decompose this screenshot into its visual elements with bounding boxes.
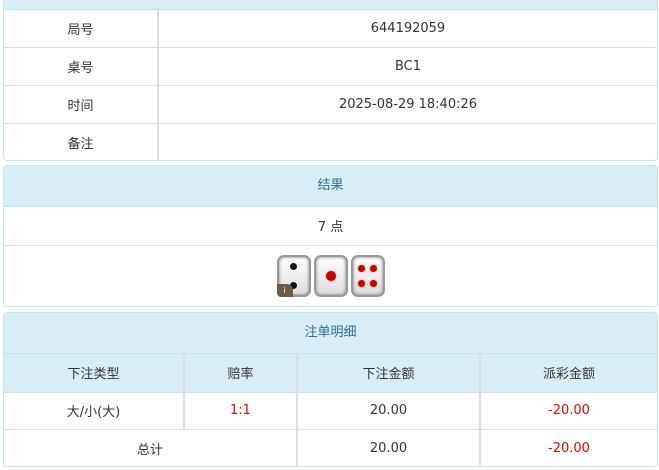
odds: 1:1: [183, 391, 297, 429]
header-odds: 赔率: [183, 354, 297, 392]
info-row-round: 局号 644192059: [4, 10, 657, 47]
result-table: 7 点 i: [4, 207, 657, 306]
bet-detail-panel: 注单明细 下注类型 赔率 下注金额 派彩金额 大/小(大) 1:1 20.00 …: [3, 312, 658, 467]
info-badge-icon[interactable]: i: [276, 283, 293, 297]
die-pip: [325, 270, 336, 281]
info-panel: 局号 644192059 桌号 BC1 时间 2025-08-29 18:40:26 …: [3, 0, 658, 161]
label: 桌号: [4, 46, 158, 85]
info-row-note: 备注: [4, 122, 657, 160]
payout: -20.00: [479, 391, 657, 429]
bet-table: 下注类型 赔率 下注金额 派彩金额 大/小(大) 1:1 20.00 -20.0…: [4, 354, 657, 466]
dice-cell: i: [4, 244, 657, 306]
info-row-time: 时间 2025-08-29 18:40:26: [4, 84, 657, 123]
header-amount: 下注金额: [296, 354, 480, 392]
die-4: [350, 254, 385, 297]
info-row-table: 桌号 BC1: [4, 46, 657, 85]
die-1: [313, 254, 348, 297]
bet-detail-title: 注单明细: [4, 313, 657, 354]
die-pip: [290, 281, 297, 289]
die-pip: [370, 264, 377, 272]
label: 时间: [4, 84, 158, 123]
result-title: 结果: [4, 166, 657, 207]
round-id: 644192059: [157, 10, 657, 47]
die-pip: [370, 279, 377, 287]
bet-amount: 20.00: [296, 391, 480, 429]
total-payout: -20.00: [479, 428, 657, 466]
result-points: 7 点: [317, 220, 344, 236]
die-pip: [290, 262, 297, 270]
label: 备注: [4, 122, 158, 160]
total-amount: 20.00: [296, 428, 480, 466]
die-pip: [358, 279, 365, 287]
time: 2025-08-29 18:40:26: [157, 84, 657, 123]
info-panel-header: [4, 0, 657, 10]
result-panel: 结果 7 点 i: [3, 165, 658, 307]
total-label: 总计: [4, 428, 297, 466]
bet-row: 大/小(大) 1:1 20.00 -20.00: [4, 391, 657, 429]
bet-type: 大/小(大): [4, 391, 184, 429]
die-pip: [358, 264, 365, 272]
header-bet-type: 下注类型: [67, 367, 120, 383]
die-2: i: [276, 254, 311, 297]
bet-header-row: 下注类型 赔率 下注金额 派彩金额: [4, 354, 657, 392]
total-row: 总计 20.00 -20.00: [4, 428, 657, 466]
label: 局号: [67, 22, 94, 38]
dice-group: i: [4, 254, 657, 297]
info-table: 局号 644192059 桌号 BC1 时间 2025-08-29 18:40:26 …: [4, 10, 657, 160]
table-id: BC1: [157, 46, 657, 85]
header-payout: 派彩金额: [479, 354, 657, 392]
note: [157, 122, 657, 160]
